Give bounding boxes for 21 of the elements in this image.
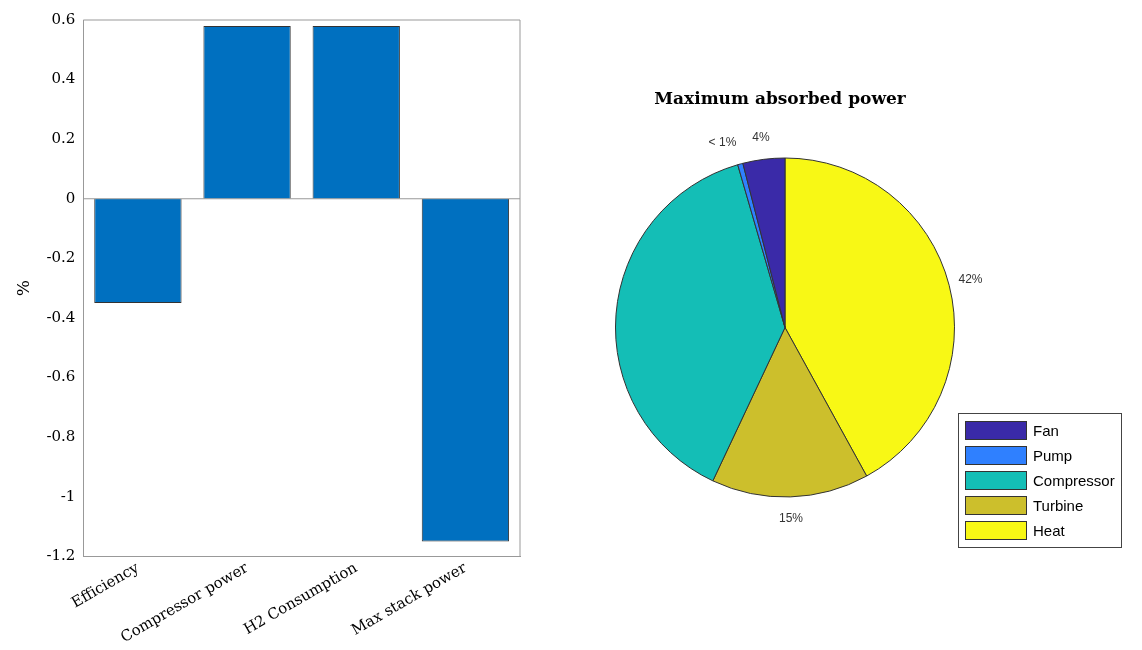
y-tick-label: -1.2 (46, 546, 76, 565)
y-tick-label: 0 (65, 188, 76, 207)
y-axis-title: % (12, 280, 33, 297)
y-tick-label: -0.6 (46, 367, 76, 386)
y-tick-label: -0.2 (46, 248, 76, 267)
y-tick-label: 0.2 (51, 129, 76, 148)
y-tick-label: -0.8 (46, 427, 76, 445)
y-tick-label: -0.4 (46, 307, 76, 326)
chart-title: Maximum absorbed power (653, 88, 907, 108)
data-label: < 1% (708, 135, 737, 150)
legend-label: Pump (1033, 447, 1073, 464)
legend-label: Turbine (1033, 497, 1084, 514)
legend-label: Fan (1033, 422, 1059, 439)
data-label: 4% (752, 129, 770, 144)
legend-label: Compressor (1033, 472, 1115, 489)
legend-label: Heat (1033, 522, 1065, 539)
y-tick-label: 0.4 (51, 69, 76, 88)
y-tick-label: -1 (60, 486, 76, 505)
data-label: 42% (958, 272, 983, 287)
y-tick-label: 0.6 (51, 9, 76, 28)
data-label: 15% (779, 511, 804, 526)
